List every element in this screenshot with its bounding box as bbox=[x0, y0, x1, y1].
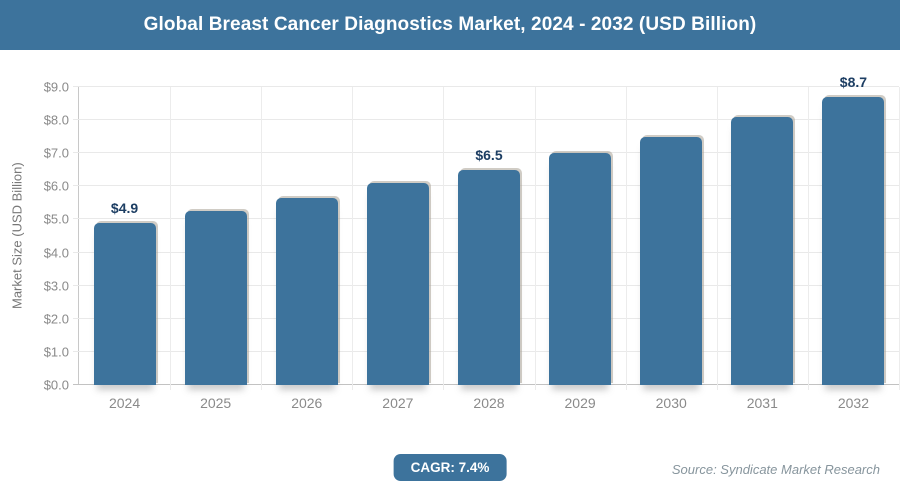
v-gridline bbox=[352, 87, 354, 390]
bar-2025 bbox=[184, 211, 247, 385]
h-gridline bbox=[73, 86, 899, 87]
chart-header: Global Breast Cancer Diagnostics Market,… bbox=[0, 0, 900, 50]
bar-2030 bbox=[640, 136, 703, 385]
bar-column-2025: 2025 bbox=[170, 87, 261, 411]
bar-column-2030: 2030 bbox=[626, 87, 717, 411]
bar-value-label: $4.9 bbox=[110, 199, 139, 216]
bar-2028 bbox=[458, 169, 520, 385]
v-gridline bbox=[625, 87, 627, 390]
x-tick-label: 2027 bbox=[382, 395, 414, 411]
bar-column-2024: $4.9 2024 bbox=[79, 87, 170, 411]
bar-column-2029: 2029 bbox=[535, 87, 626, 411]
v-gridline bbox=[261, 87, 263, 390]
x-tick-label: 2028 bbox=[473, 395, 505, 411]
h-gridline bbox=[73, 152, 899, 154]
x-tick-label: 2024 bbox=[108, 395, 141, 411]
x-tick-label: 2030 bbox=[655, 395, 687, 411]
bar-2024 bbox=[93, 222, 156, 385]
cagr-badge: CAGR: 7.4% bbox=[393, 454, 507, 481]
x-tick-label: 2029 bbox=[564, 395, 596, 411]
y-tick-label: $8.0 bbox=[43, 112, 69, 128]
v-gridline bbox=[807, 87, 809, 390]
bar-columns: $4.9 2024 2025 2026 2027 $6.5 2028 2029 2030 2031… bbox=[79, 74, 899, 411]
chart-title: Global Breast Cancer Diagnostics Market,… bbox=[143, 14, 757, 35]
x-tick-label: 2032 bbox=[837, 395, 869, 411]
bar-column-2026: 2026 bbox=[261, 87, 352, 411]
v-gridline bbox=[534, 87, 536, 390]
y-tick-label: $7.0 bbox=[43, 145, 69, 161]
bar-value-label: $8.7 bbox=[839, 73, 868, 90]
bar-column-2028: $6.5 2028 bbox=[443, 87, 534, 411]
bar-2026 bbox=[275, 197, 338, 385]
v-gridline bbox=[170, 87, 172, 390]
x-tick-label: 2031 bbox=[746, 395, 778, 411]
y-tick-label: $3.0 bbox=[43, 278, 69, 294]
y-tick-label: $1.0 bbox=[43, 344, 69, 360]
h-gridline bbox=[73, 119, 899, 121]
bar-value-label: $6.5 bbox=[475, 146, 503, 163]
y-axis-title: Market Size (USD Billion) bbox=[9, 162, 25, 310]
bar-2032 bbox=[822, 96, 885, 385]
y-tick-label: $0.0 bbox=[43, 377, 69, 393]
x-tick-label: 2025 bbox=[200, 395, 232, 411]
bar-column-2032: $8.7 2032 bbox=[808, 74, 899, 411]
y-tick-label: $2.0 bbox=[43, 311, 69, 327]
bar-column-2027: 2027 bbox=[352, 87, 443, 411]
bar-2027 bbox=[366, 183, 429, 385]
bar-2029 bbox=[549, 153, 612, 385]
y-tick-label: $6.0 bbox=[43, 178, 69, 194]
source-text: Source: Syndicate Market Research bbox=[671, 462, 880, 477]
bar-column-2031: 2031 bbox=[717, 87, 808, 411]
x-tick-label: 2026 bbox=[291, 395, 323, 411]
y-tick-label: $5.0 bbox=[43, 211, 69, 227]
bar-2031 bbox=[731, 116, 794, 385]
plot-area: $0.0 $1.0 $2.0 $3.0 $4.0 $5.0 $6.0 $7.0 $8.0 $9.0… bbox=[44, 74, 900, 411]
v-gridline bbox=[443, 87, 445, 390]
y-tick-label: $9.0 bbox=[43, 79, 69, 95]
v-gridline bbox=[716, 87, 718, 390]
y-tick-label: $4.0 bbox=[43, 245, 69, 261]
